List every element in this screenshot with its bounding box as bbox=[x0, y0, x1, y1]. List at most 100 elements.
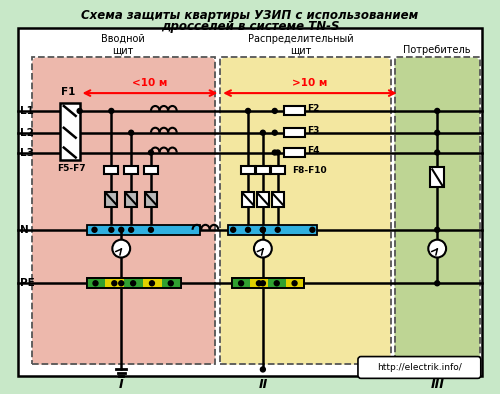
Bar bbox=[18, 28, 482, 376]
Bar bbox=[257, 191, 269, 206]
Bar bbox=[162, 279, 180, 287]
Circle shape bbox=[434, 130, 440, 135]
Text: III: III bbox=[430, 378, 444, 391]
Bar bbox=[284, 106, 306, 115]
Text: Распределительный
щит: Распределительный щит bbox=[248, 34, 354, 56]
Bar bbox=[86, 279, 106, 287]
Circle shape bbox=[150, 281, 154, 286]
Circle shape bbox=[112, 281, 117, 286]
Bar bbox=[124, 166, 138, 174]
Text: >10 м: >10 м bbox=[292, 78, 328, 88]
Circle shape bbox=[260, 227, 266, 232]
Bar bbox=[232, 278, 304, 288]
Circle shape bbox=[434, 281, 440, 286]
Circle shape bbox=[130, 281, 136, 286]
Bar bbox=[232, 279, 250, 287]
Circle shape bbox=[92, 227, 97, 232]
Bar bbox=[284, 128, 306, 137]
Bar bbox=[268, 279, 285, 287]
Circle shape bbox=[428, 240, 446, 258]
Bar bbox=[32, 58, 216, 364]
Bar bbox=[106, 191, 118, 206]
Circle shape bbox=[276, 227, 280, 232]
Bar bbox=[145, 191, 157, 206]
Text: F2: F2 bbox=[308, 104, 320, 113]
Circle shape bbox=[109, 227, 114, 232]
Circle shape bbox=[148, 150, 154, 155]
Bar bbox=[250, 279, 268, 287]
Circle shape bbox=[128, 130, 134, 135]
Circle shape bbox=[272, 130, 277, 135]
Bar bbox=[106, 279, 124, 287]
Circle shape bbox=[77, 108, 82, 113]
Bar bbox=[430, 167, 444, 187]
Circle shape bbox=[93, 281, 98, 286]
Circle shape bbox=[168, 281, 173, 286]
Circle shape bbox=[256, 281, 262, 286]
Bar bbox=[104, 166, 118, 174]
Bar bbox=[144, 166, 158, 174]
Bar bbox=[125, 191, 137, 206]
Bar bbox=[284, 148, 306, 157]
Text: L1: L1 bbox=[20, 106, 34, 116]
Text: L2: L2 bbox=[20, 128, 34, 138]
Circle shape bbox=[434, 227, 440, 232]
Circle shape bbox=[260, 227, 266, 232]
Circle shape bbox=[112, 240, 130, 258]
FancyBboxPatch shape bbox=[358, 357, 481, 378]
Circle shape bbox=[238, 281, 244, 286]
Circle shape bbox=[260, 130, 266, 135]
Text: F1: F1 bbox=[60, 87, 75, 97]
Circle shape bbox=[260, 367, 266, 372]
Bar bbox=[86, 278, 180, 288]
Bar bbox=[86, 225, 200, 235]
Bar bbox=[272, 191, 283, 206]
Circle shape bbox=[276, 150, 280, 155]
Circle shape bbox=[246, 108, 250, 113]
FancyBboxPatch shape bbox=[220, 58, 390, 364]
Bar bbox=[228, 225, 318, 235]
Text: Схема защиты квартиры УЗИП с использованием: Схема защиты квартиры УЗИП с использован… bbox=[82, 9, 418, 22]
Text: F8-F10: F8-F10 bbox=[292, 166, 327, 175]
Text: II: II bbox=[258, 378, 268, 391]
Bar bbox=[286, 279, 304, 287]
Bar bbox=[124, 279, 143, 287]
Text: N: N bbox=[20, 225, 29, 235]
Circle shape bbox=[434, 150, 440, 155]
Text: http://electrik.info/: http://electrik.info/ bbox=[377, 363, 462, 372]
Text: F4: F4 bbox=[308, 146, 320, 155]
Text: F3: F3 bbox=[308, 126, 320, 135]
Circle shape bbox=[119, 281, 124, 286]
Bar bbox=[242, 191, 254, 206]
Circle shape bbox=[128, 227, 134, 232]
Text: PE: PE bbox=[20, 278, 35, 288]
Circle shape bbox=[292, 281, 297, 286]
Bar bbox=[232, 278, 304, 288]
Text: I: I bbox=[119, 378, 124, 391]
Circle shape bbox=[272, 150, 277, 155]
Text: дросселей в системе TN-S: дросселей в системе TN-S bbox=[161, 20, 339, 33]
Text: Вводной
щит: Вводной щит bbox=[102, 34, 145, 56]
Text: <10 м: <10 м bbox=[132, 78, 168, 88]
Bar bbox=[220, 58, 390, 364]
FancyBboxPatch shape bbox=[394, 58, 480, 364]
Circle shape bbox=[246, 227, 250, 232]
Bar bbox=[60, 103, 80, 160]
Circle shape bbox=[434, 108, 440, 113]
Bar bbox=[256, 166, 270, 174]
Circle shape bbox=[260, 281, 266, 286]
Bar bbox=[86, 278, 180, 288]
Text: L3: L3 bbox=[20, 147, 34, 158]
Bar bbox=[394, 58, 480, 364]
Circle shape bbox=[119, 227, 124, 232]
Circle shape bbox=[274, 281, 279, 286]
Circle shape bbox=[109, 108, 114, 113]
Bar bbox=[143, 279, 162, 287]
Circle shape bbox=[272, 108, 277, 113]
Circle shape bbox=[254, 240, 272, 258]
Circle shape bbox=[230, 227, 235, 232]
Bar bbox=[271, 166, 284, 174]
Text: Потребитель: Потребитель bbox=[404, 45, 471, 56]
Circle shape bbox=[310, 227, 315, 232]
Circle shape bbox=[148, 227, 154, 232]
